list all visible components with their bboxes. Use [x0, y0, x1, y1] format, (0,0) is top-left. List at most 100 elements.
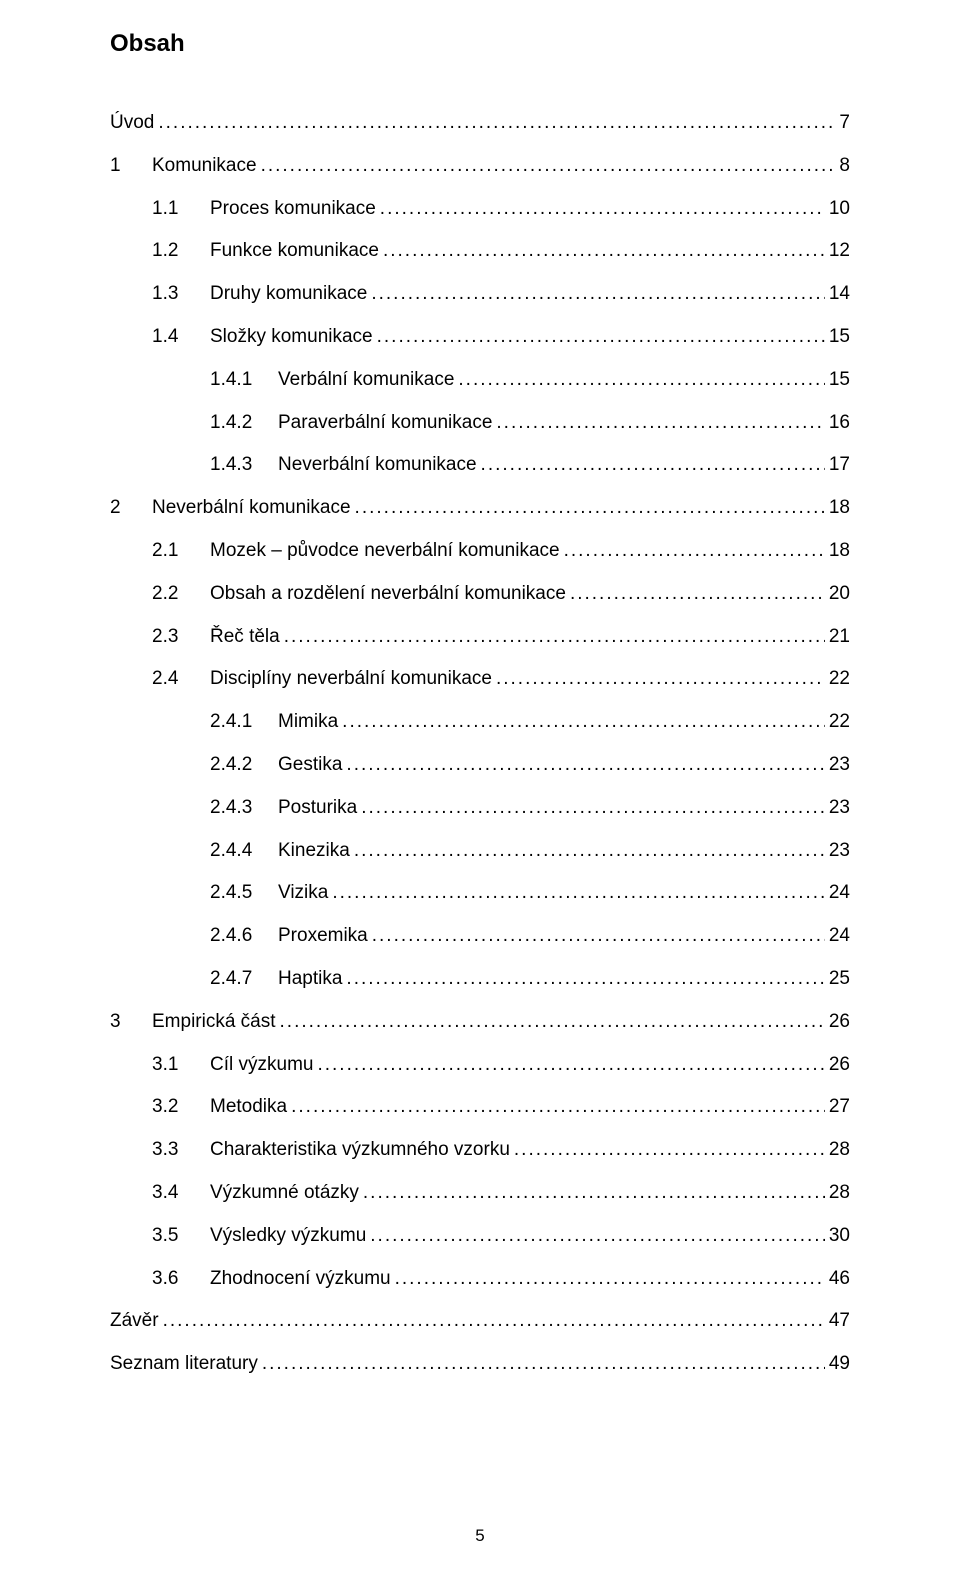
- toc-entry-page: 23: [829, 754, 850, 777]
- toc-leader-dots: [514, 1139, 825, 1162]
- toc-entry-label: Seznam literatury: [110, 1353, 258, 1376]
- footer-page-number: 5: [0, 1526, 960, 1546]
- toc-entry-number: 2.4.1: [210, 711, 278, 734]
- toc-entry: 2Neverbální komunikace18: [110, 497, 850, 520]
- toc-leader-dots: [342, 711, 825, 734]
- toc-entry: 3.4Výzkumné otázky 28: [110, 1182, 850, 1205]
- toc-entry-page: 10: [829, 198, 850, 221]
- toc-entry-page: 26: [829, 1011, 850, 1034]
- toc-leader-dots: [372, 925, 825, 948]
- toc-entry: 2.1Mozek – původce neverbální komunikace…: [110, 540, 850, 563]
- toc-entry-label: Cíl výzkumu: [210, 1054, 313, 1077]
- toc-entry: 2.4.7Haptika25: [110, 968, 850, 991]
- toc-entry: 3.6Zhodnocení výzkumu46: [110, 1268, 850, 1291]
- toc-leader-dots: [370, 1225, 825, 1248]
- toc-entry-page: 24: [829, 925, 850, 948]
- toc-entry-page: 12: [829, 240, 850, 263]
- toc-entry-page: 7: [839, 112, 850, 135]
- toc-leader-dots: [570, 583, 825, 606]
- toc-leader-dots: [496, 412, 824, 435]
- toc-entry: 2.4.4Kinezika23: [110, 840, 850, 863]
- toc-entry-label: Výzkumné otázky: [210, 1182, 359, 1205]
- toc-entry-number: 2.4.2: [210, 754, 278, 777]
- toc-entry: 2.2Obsah a rozdělení neverbální komunika…: [110, 583, 850, 606]
- toc-entry-page: 27: [829, 1096, 850, 1119]
- toc-entry-page: 26: [829, 1054, 850, 1077]
- toc-entry-label: Výsledky výzkumu: [210, 1225, 366, 1248]
- toc-entry-label: Gestika: [278, 754, 342, 777]
- toc-entry-page: 49: [829, 1353, 850, 1376]
- toc-entry-number: 2.4.7: [210, 968, 278, 991]
- toc-entry: 1.1Proces komunikace 10: [110, 198, 850, 221]
- toc-entry-number: 2.4.6: [210, 925, 278, 948]
- toc-leader-dots: [363, 1182, 825, 1205]
- toc-entry: 3.5Výsledky výzkumu30: [110, 1225, 850, 1248]
- toc-entry-number: 1.4.2: [210, 412, 278, 435]
- toc-entry-page: 14: [829, 283, 850, 306]
- toc-entry-label: Verbální komunikace: [278, 369, 454, 392]
- toc-leader-dots: [291, 1096, 825, 1119]
- toc-leader-dots: [317, 1054, 824, 1077]
- toc-entry-number: 1.4.1: [210, 369, 278, 392]
- toc-leader-dots: [377, 326, 825, 349]
- toc-entry-page: 23: [829, 840, 850, 863]
- toc-entry-page: 28: [829, 1182, 850, 1205]
- toc-leader-dots: [496, 668, 825, 691]
- toc-entry-number: 1.1: [152, 198, 210, 221]
- toc-entry: 2.4.6Proxemika 24: [110, 925, 850, 948]
- toc-leader-dots: [284, 626, 825, 649]
- toc-leader-dots: [346, 754, 824, 777]
- toc-entry-number: 2.4.5: [210, 882, 278, 905]
- toc-leader-dots: [361, 797, 825, 820]
- toc-entry: 1.4.2Paraverbální komunikace 16: [110, 412, 850, 435]
- toc-entry-page: 18: [829, 540, 850, 563]
- toc-entry-label: Funkce komunikace: [210, 240, 379, 263]
- toc-entry-label: Závěr: [110, 1310, 159, 1333]
- toc-entry-label: Druhy komunikace: [210, 283, 367, 306]
- toc-entry-page: 23: [829, 797, 850, 820]
- toc-entry: 3.2Metodika27: [110, 1096, 850, 1119]
- toc-entry-label: Empirická část: [152, 1011, 276, 1034]
- toc-entry: Seznam literatury 49: [110, 1353, 850, 1376]
- toc-leader-dots: [380, 198, 825, 221]
- toc-entry: Závěr47: [110, 1310, 850, 1333]
- toc-entry-label: Paraverbální komunikace: [278, 412, 492, 435]
- toc-entry-page: 25: [829, 968, 850, 991]
- toc-entry: 2.4.5Vizika24: [110, 882, 850, 905]
- toc-entry: 2.4.1Mimika22: [110, 711, 850, 734]
- toc-leader-dots: [354, 840, 825, 863]
- toc-entry: 2.4Disciplíny neverbální komunikace22: [110, 668, 850, 691]
- toc-leader-dots: [371, 283, 825, 306]
- toc-entry: 3Empirická část26: [110, 1011, 850, 1034]
- toc-entry-number: 2.3: [152, 626, 210, 649]
- toc-entry-label: Úvod: [110, 112, 154, 135]
- toc-entry-label: Proces komunikace: [210, 198, 376, 221]
- toc-entry-page: 15: [829, 326, 850, 349]
- toc-entry-label: Neverbální komunikace: [152, 497, 351, 520]
- toc-entry-page: 8: [839, 155, 850, 178]
- toc-leader-dots: [346, 968, 824, 991]
- toc-entry: 1.3Druhy komunikace 14: [110, 283, 850, 306]
- toc-entry-number: 2.4: [152, 668, 210, 691]
- toc-leader-dots: [395, 1268, 825, 1291]
- toc-entry-page: 17: [829, 454, 850, 477]
- toc-entry-number: 1.3: [152, 283, 210, 306]
- toc-entry-label: Charakteristika výzkumného vzorku: [210, 1139, 510, 1162]
- toc-entry-number: 3.4: [152, 1182, 210, 1205]
- document-page: Obsah Úvod71Komunikace81.1Proces komunik…: [0, 0, 960, 1572]
- toc-entry: 1.4.1Verbální komunikace15: [110, 369, 850, 392]
- toc-entry: Úvod 7: [110, 112, 850, 135]
- toc-title: Obsah: [110, 30, 850, 58]
- toc-entry-page: 16: [829, 412, 850, 435]
- toc-leader-dots: [332, 882, 825, 905]
- toc-entry-page: 30: [829, 1225, 850, 1248]
- toc-entry-page: 18: [829, 497, 850, 520]
- toc-entry-label: Proxemika: [278, 925, 368, 948]
- toc-entry-label: Složky komunikace: [210, 326, 373, 349]
- toc-entry-label: Mozek – původce neverbální komunikace: [210, 540, 560, 563]
- toc-entry-label: Metodika: [210, 1096, 287, 1119]
- toc-entry-label: Obsah a rozdělení neverbální komunikace: [210, 583, 566, 606]
- toc-entry-number: 1: [110, 155, 152, 178]
- toc-entry: 3.3Charakteristika výzkumného vzorku28: [110, 1139, 850, 1162]
- toc-leader-dots: [383, 240, 825, 263]
